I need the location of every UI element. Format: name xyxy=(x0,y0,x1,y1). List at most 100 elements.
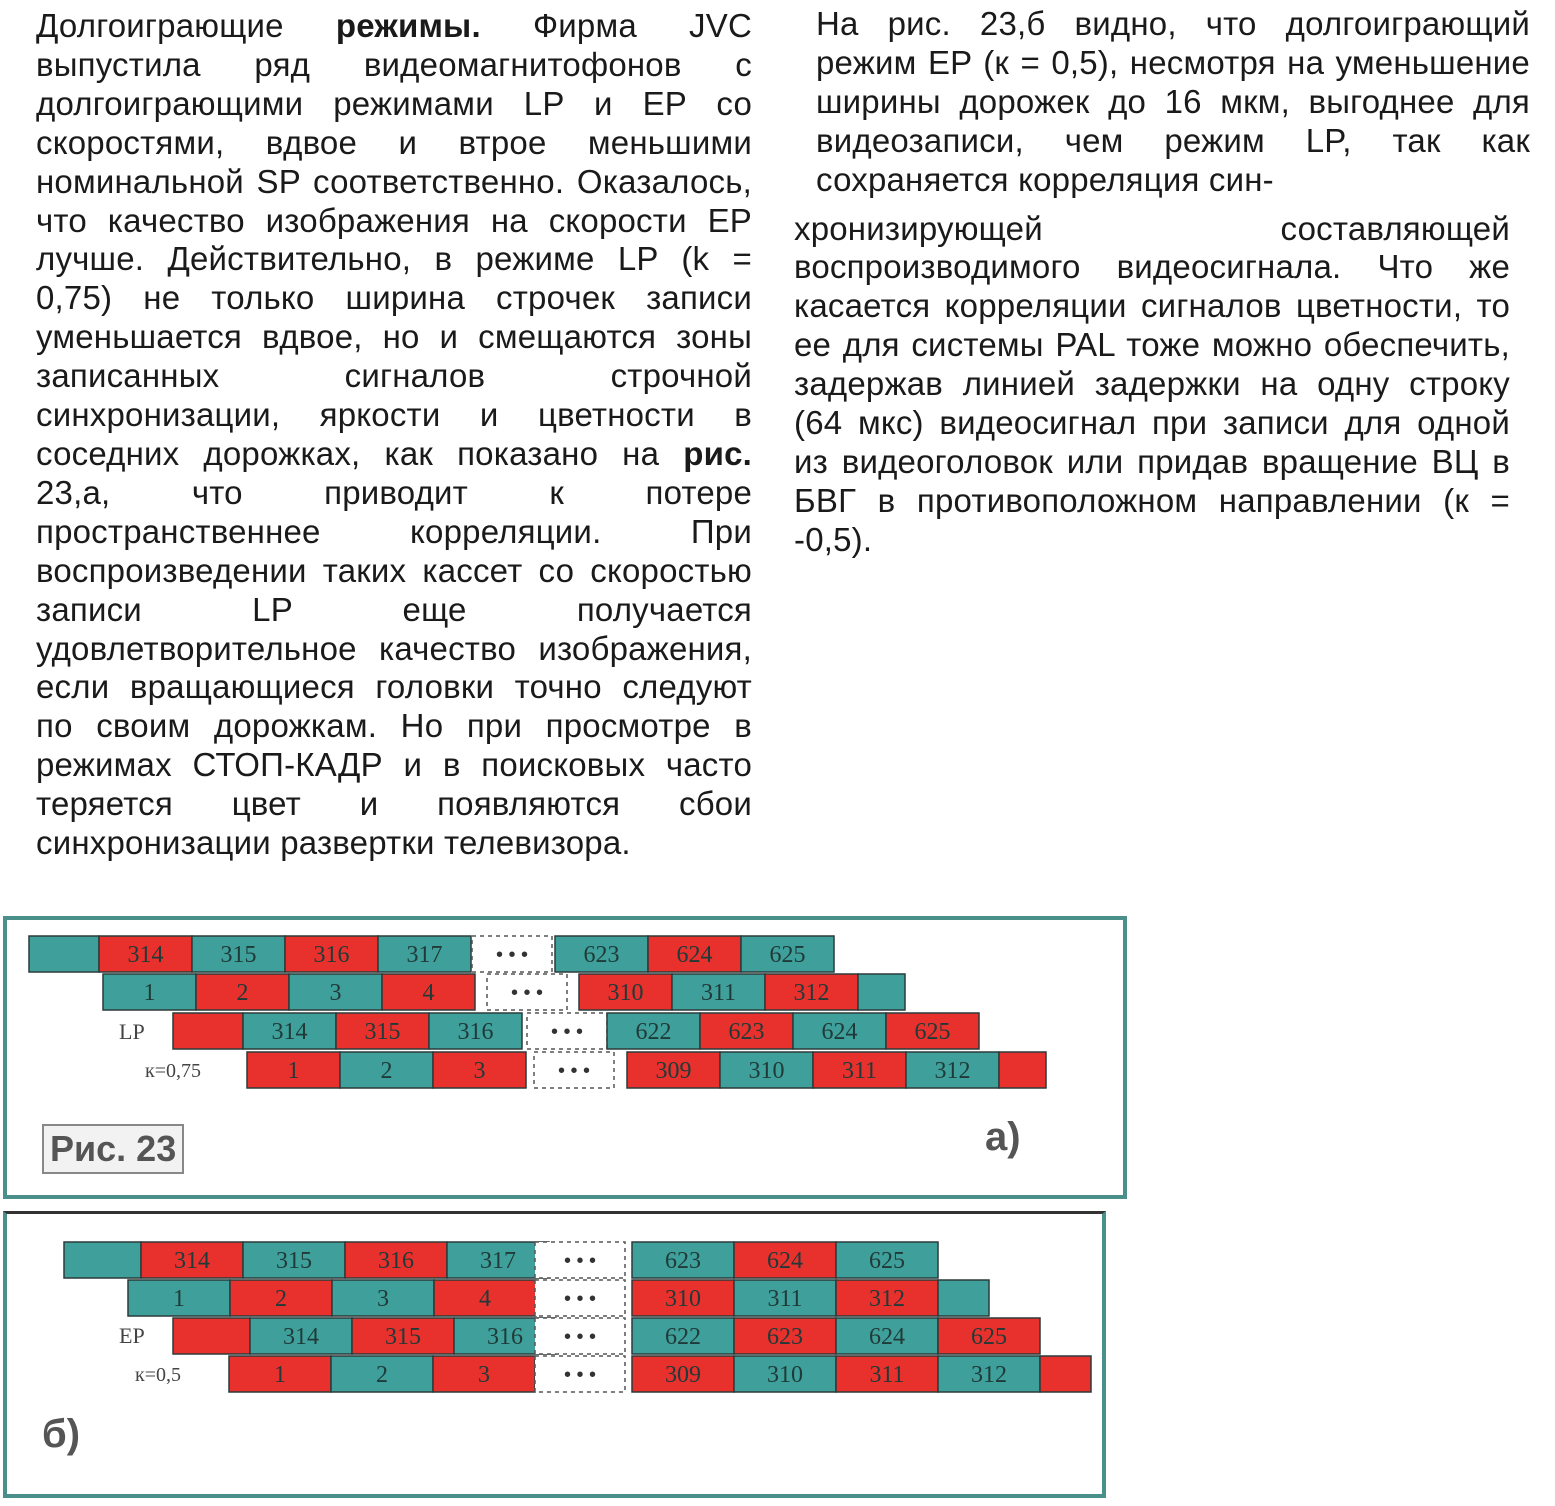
track-gap xyxy=(534,1317,626,1355)
track-number: 316 xyxy=(314,942,350,968)
track-cell xyxy=(344,1241,448,1279)
track-gap xyxy=(534,1355,626,1393)
track-cell xyxy=(937,1355,1041,1393)
track-number: 4 xyxy=(423,980,435,1006)
track-number: 311 xyxy=(842,1058,877,1084)
track-cell xyxy=(249,1317,353,1355)
track-number: 315 xyxy=(221,942,257,968)
track-number: 623 xyxy=(767,1324,803,1350)
track-number: 312 xyxy=(794,980,830,1006)
ellipsis-dots: • • • xyxy=(564,1364,596,1386)
track-gap xyxy=(534,1279,626,1317)
paragraph-text-b: 23,а, что приводит к потере пространстве… xyxy=(36,473,752,862)
track-cell xyxy=(242,1241,346,1279)
track-cell xyxy=(937,1317,1041,1355)
track-number: 2 xyxy=(381,1058,393,1084)
track-cell xyxy=(719,1051,814,1089)
track-cell xyxy=(578,973,673,1011)
track-gap xyxy=(526,1012,608,1050)
track-number: 316 xyxy=(458,1019,494,1045)
ellipsis-dots: • • • xyxy=(496,944,528,966)
track-cell xyxy=(172,1012,244,1050)
track-number: 310 xyxy=(749,1058,785,1084)
track-number: 312 xyxy=(935,1058,971,1084)
track-cell xyxy=(195,973,290,1011)
track-cell xyxy=(733,1355,837,1393)
track-cell xyxy=(140,1241,244,1279)
track-gap xyxy=(534,1241,626,1279)
track-number: 4 xyxy=(479,1286,491,1312)
track-number: 317 xyxy=(407,942,443,968)
track-number: 624 xyxy=(677,942,713,968)
track-cell xyxy=(229,1279,333,1317)
mode-label: EP xyxy=(119,1323,145,1348)
track-number: 625 xyxy=(869,1248,905,1274)
track-number: 311 xyxy=(767,1286,802,1312)
ellipsis-dots: • • • xyxy=(551,1021,583,1043)
track-cell xyxy=(835,1241,939,1279)
track-cell xyxy=(432,1051,527,1089)
track-cell xyxy=(428,1012,523,1050)
track-cell xyxy=(284,935,379,973)
track-number: 624 xyxy=(869,1324,905,1350)
panel-a-label: а) xyxy=(985,1115,1021,1159)
track-number: 2 xyxy=(376,1362,388,1388)
track-cell xyxy=(433,1279,537,1317)
track-cell xyxy=(339,1051,434,1089)
track-cell xyxy=(626,1051,721,1089)
track-cell xyxy=(288,973,383,1011)
track-number: 310 xyxy=(767,1362,803,1388)
track-number: 314 xyxy=(283,1324,319,1350)
track-number: 311 xyxy=(701,980,736,1006)
track-cell xyxy=(905,1051,1000,1089)
track-number: 310 xyxy=(665,1286,701,1312)
track-number: 316 xyxy=(487,1324,523,1350)
track-number: 310 xyxy=(608,980,644,1006)
track-cell xyxy=(377,935,472,973)
track-number: 312 xyxy=(869,1286,905,1312)
track-number: 1 xyxy=(288,1058,300,1084)
track-number: 625 xyxy=(770,942,806,968)
paragraph-chroma-correlation: хронизирующей составляющей воспроизводим… xyxy=(794,209,1510,558)
paragraph-text-a: Фирма JVC выпустила ряд видеомагнитофоно… xyxy=(36,7,752,472)
track-cell xyxy=(28,935,100,973)
k-coefficient-label: к=0,5 xyxy=(135,1364,181,1386)
track-number: 1 xyxy=(144,980,156,1006)
track-number: 1 xyxy=(173,1286,185,1312)
track-number: 315 xyxy=(276,1248,312,1274)
track-number: 2 xyxy=(275,1286,287,1312)
left-text-column: Долгоиграющие режимы. Фирма JVC выпустил… xyxy=(36,7,752,863)
track-cell xyxy=(63,1241,142,1279)
track-number: 624 xyxy=(822,1019,858,1045)
track-cell xyxy=(671,973,766,1011)
ellipsis-dots: • • • xyxy=(564,1326,596,1348)
track-number: 309 xyxy=(656,1058,692,1084)
track-number: 316 xyxy=(378,1248,414,1274)
track-number: 623 xyxy=(665,1248,701,1274)
track-cell xyxy=(792,1012,887,1050)
track-cell xyxy=(631,1317,735,1355)
track-number: 622 xyxy=(636,1019,672,1045)
ellipsis-dots: • • • xyxy=(564,1288,596,1310)
bold-term-figure: рис. xyxy=(683,434,752,472)
track-cell xyxy=(330,1355,434,1393)
track-gap xyxy=(533,1051,615,1089)
track-cell xyxy=(606,1012,701,1050)
track-number: 2 xyxy=(237,980,249,1006)
track-number: 622 xyxy=(665,1324,701,1350)
track-number: 315 xyxy=(365,1019,401,1045)
track-cell xyxy=(857,973,906,1011)
track-number: 3 xyxy=(474,1058,486,1084)
figure-panel-a: 314 315 316 317 • • • 623 624 625 1 2 3 4 • • • 310 31… xyxy=(3,916,1127,1199)
track-number: 3 xyxy=(377,1286,389,1312)
track-cell xyxy=(191,935,286,973)
track-gap xyxy=(471,935,553,973)
track-cell xyxy=(554,935,649,973)
track-cell xyxy=(127,1279,231,1317)
track-cell xyxy=(331,1279,435,1317)
track-number: 1 xyxy=(274,1362,286,1388)
panel-b-label: б) xyxy=(42,1412,81,1456)
track-number: 311 xyxy=(869,1362,904,1388)
track-cell xyxy=(228,1355,332,1393)
